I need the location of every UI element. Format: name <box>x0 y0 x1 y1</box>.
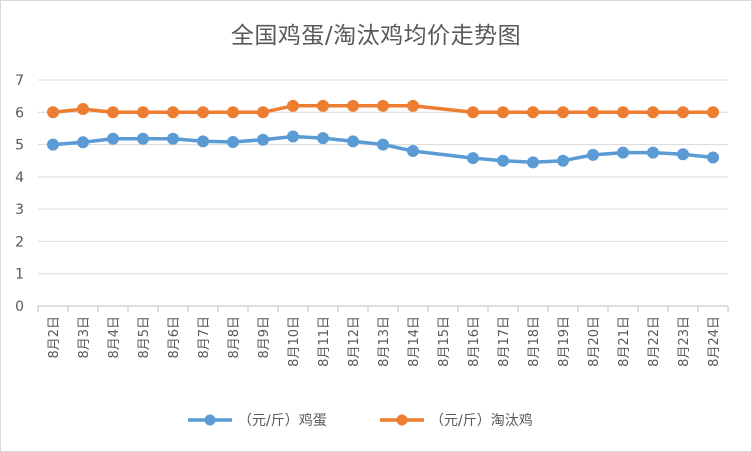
data-point <box>257 133 269 146</box>
data-point <box>317 99 329 112</box>
x-tick-label: 8月12日 <box>347 316 362 367</box>
y-tick-label: 4 <box>15 170 24 186</box>
data-point <box>407 99 419 112</box>
x-tick-label: 8月10日 <box>287 316 302 367</box>
data-point <box>497 106 509 119</box>
data-point <box>467 152 479 165</box>
y-tick-label: 6 <box>15 105 24 121</box>
y-tick-label: 3 <box>15 202 24 218</box>
data-point <box>647 106 659 119</box>
data-point <box>137 132 149 145</box>
x-tick-label: 8月6日 <box>167 316 182 359</box>
x-tick-label: 8月19日 <box>557 316 572 367</box>
data-point <box>197 106 209 119</box>
x-tick-label: 8月4日 <box>107 316 122 359</box>
data-point <box>347 99 359 112</box>
data-point <box>227 106 239 119</box>
data-point <box>47 138 59 151</box>
x-tick-label: 8月20日 <box>587 316 602 367</box>
x-tick-label: 8月15日 <box>437 316 452 367</box>
data-point <box>707 106 719 119</box>
data-point <box>257 106 269 119</box>
x-tick-label: 8月14日 <box>407 316 422 367</box>
data-point <box>137 106 149 119</box>
data-point <box>557 106 569 119</box>
data-point <box>167 132 179 145</box>
y-tick-label: 2 <box>15 234 24 250</box>
x-tick-label: 8月3日 <box>77 316 92 359</box>
data-point <box>377 138 389 151</box>
x-tick-label: 8月7日 <box>197 316 212 359</box>
y-tick-label: 1 <box>15 267 24 283</box>
x-tick-label: 8月23日 <box>677 316 692 367</box>
data-point <box>77 103 89 116</box>
x-tick-label: 8月8日 <box>227 316 242 359</box>
x-tick-label: 8月22日 <box>647 316 662 367</box>
data-point <box>587 106 599 119</box>
data-point <box>647 146 659 159</box>
data-point <box>467 106 479 119</box>
data-point <box>107 132 119 145</box>
data-point <box>287 99 299 112</box>
data-point <box>617 146 629 159</box>
y-tick-label: 5 <box>15 138 24 154</box>
data-point <box>587 148 599 161</box>
series-line-1 <box>51 104 715 115</box>
data-point <box>377 99 389 112</box>
series-line-0 <box>51 134 715 165</box>
x-tick-label: 8月24日 <box>707 316 722 367</box>
data-point <box>527 156 539 169</box>
x-tick-label: 8月16日 <box>467 316 482 367</box>
data-point <box>227 135 239 148</box>
data-point <box>677 106 689 119</box>
legend-label-1: （元/斤）淘汰鸡 <box>430 412 533 429</box>
data-point <box>677 148 689 161</box>
x-tick-label: 8月11日 <box>317 316 332 367</box>
data-point <box>107 106 119 119</box>
data-point <box>317 132 329 145</box>
legend-marker-1 <box>396 414 408 426</box>
x-tick-label: 8月5日 <box>137 316 152 359</box>
data-point <box>497 154 509 167</box>
data-point <box>617 106 629 119</box>
x-tick-label: 8月9日 <box>257 316 272 359</box>
data-point <box>557 154 569 167</box>
data-point <box>77 136 89 149</box>
y-tick-label: 0 <box>15 299 24 315</box>
data-point <box>167 106 179 119</box>
legend-marker-0 <box>204 414 216 426</box>
x-tick-label: 8月13日 <box>377 316 392 367</box>
data-point <box>287 130 299 143</box>
chart-title: 全国鸡蛋/淘汰鸡均价走势图 <box>230 23 522 49</box>
x-tick-label: 8月2日 <box>47 316 62 359</box>
y-tick-label: 7 <box>15 73 24 89</box>
data-point <box>407 145 419 158</box>
x-tick-label: 8月21日 <box>617 316 632 367</box>
data-point <box>527 106 539 119</box>
data-point <box>197 135 209 148</box>
data-point <box>707 151 719 164</box>
data-point <box>347 135 359 148</box>
legend-label-0: （元/斤）鸡蛋 <box>238 412 327 429</box>
x-tick-label: 8月18日 <box>527 316 542 367</box>
data-point <box>47 106 59 119</box>
x-tick-label: 8月17日 <box>497 316 512 367</box>
